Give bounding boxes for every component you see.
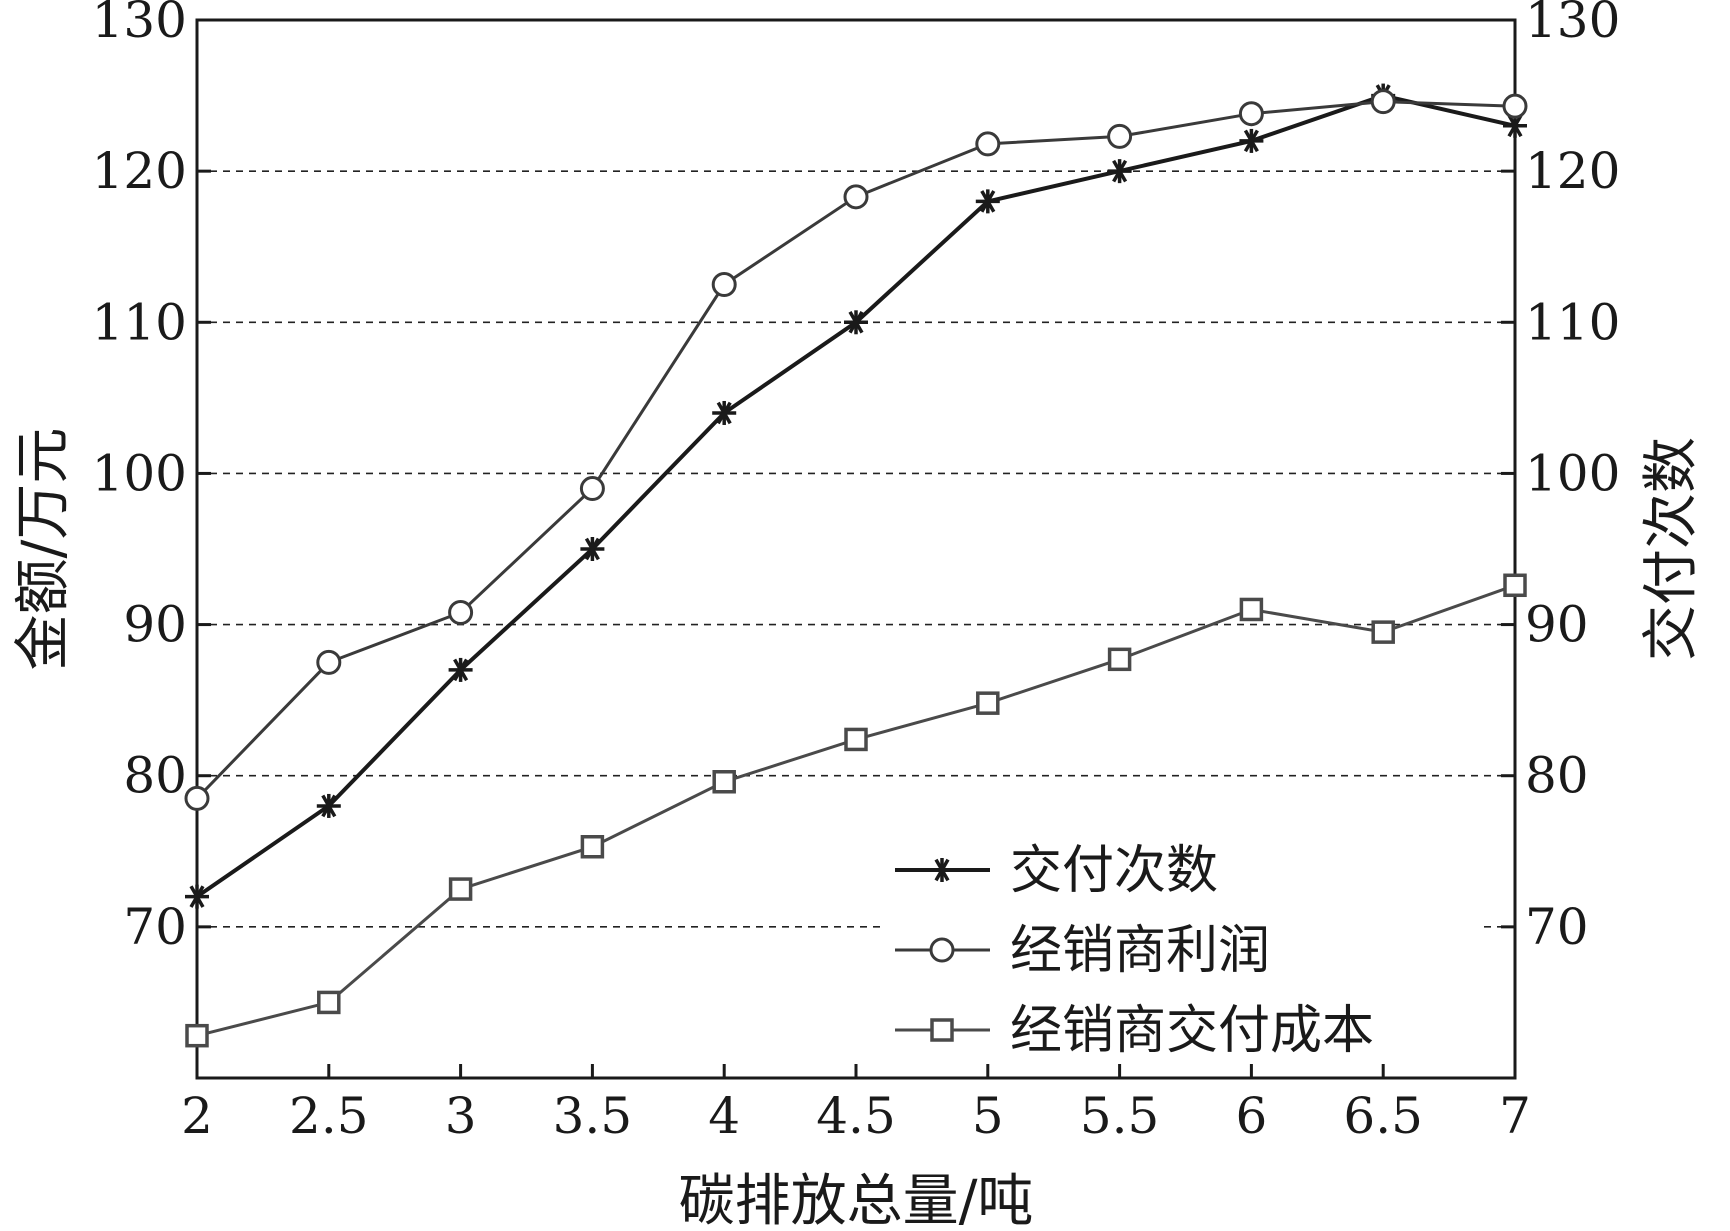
- data-point: [711, 272, 737, 297]
- data-point: [975, 189, 1000, 214]
- y-tick-label-right: 130: [1525, 0, 1620, 49]
- data-point: [579, 476, 605, 502]
- x-tick-label: 3: [445, 1087, 477, 1145]
- x-axis-title: 碳排放总量/吨: [679, 1169, 1034, 1231]
- data-point: [844, 727, 868, 752]
- data-point: [580, 835, 605, 859]
- x-tick-label: 2.5: [289, 1087, 369, 1145]
- x-tick-label: 5: [972, 1087, 1004, 1145]
- y-tick-label-right: 120: [1525, 142, 1620, 200]
- y-tick-label-right: 100: [1525, 444, 1620, 502]
- data-point: [843, 184, 869, 210]
- data-point: [1107, 159, 1132, 184]
- axis-ticks: 70 70 80 80 90 90 100 100 110 110 120 120 130 130 2 2.5…: [92, 0, 1621, 1145]
- series-2: [184, 89, 1528, 811]
- data-point: [1370, 89, 1396, 115]
- data-point: [1107, 123, 1133, 149]
- y-tick-label-left: 100: [92, 444, 187, 502]
- data-point: [1502, 93, 1528, 119]
- x-tick-label: 6: [1235, 1087, 1267, 1145]
- data-point: [712, 400, 737, 425]
- legend-marker: [930, 858, 954, 882]
- data-point: [1239, 128, 1264, 153]
- y-tick-label-right: 70: [1525, 898, 1589, 956]
- x-tick-label: 4: [708, 1087, 740, 1145]
- data-point: [844, 310, 868, 335]
- y-tick-label-left: 90: [123, 596, 187, 654]
- data-point: [185, 884, 209, 909]
- data-point: [712, 770, 736, 794]
- y-tick-label-left: 80: [123, 747, 187, 805]
- y-axis-title-left: 金额/万元: [11, 428, 76, 671]
- data-point: [448, 657, 473, 682]
- legend-label: 交付次数: [1010, 841, 1218, 901]
- data-point: [1371, 620, 1395, 644]
- x-tick-label: 5.5: [1080, 1087, 1160, 1145]
- data-point: [1239, 597, 1264, 622]
- data-point: [975, 131, 1001, 157]
- series-layer: [184, 83, 1528, 1048]
- y-tick-label-right: 90: [1525, 596, 1589, 654]
- x-tick-label: 6.5: [1343, 1087, 1423, 1145]
- data-point: [580, 537, 605, 561]
- y-tick-label-left: 110: [92, 293, 187, 351]
- data-point: [448, 877, 473, 901]
- data-point: [1503, 113, 1527, 138]
- y-tick-label-left: 70: [123, 898, 187, 956]
- legend-marker: [929, 937, 955, 963]
- data-point: [184, 785, 210, 811]
- data-point: [448, 599, 474, 625]
- data-point: [316, 649, 342, 675]
- legend-box: [880, 815, 1480, 1060]
- y-tick-label-left: 130: [92, 0, 187, 49]
- data-point: [1107, 647, 1132, 672]
- x-tick-label: 7: [1499, 1087, 1531, 1145]
- y-tick-label-left: 120: [92, 142, 187, 200]
- x-tick-label: 2: [181, 1087, 213, 1145]
- y-tick-label-right: 110: [1525, 293, 1620, 351]
- data-point: [316, 793, 341, 818]
- x-tick-label: 4.5: [816, 1087, 896, 1145]
- legend-label: 经销商交付成本: [1010, 1001, 1374, 1061]
- y-axis-title-right: 交付次数: [1639, 437, 1704, 661]
- data-point: [976, 691, 1000, 715]
- series-3: [185, 573, 1527, 1048]
- legend-label: 经销商利润: [1010, 921, 1270, 981]
- x-tick-label: 3.5: [553, 1087, 633, 1145]
- y-tick-label-right: 80: [1525, 747, 1589, 805]
- data-point: [185, 1023, 209, 1048]
- grid-lines: [197, 170, 1515, 928]
- data-point: [317, 990, 341, 1015]
- legend-marker: [930, 1018, 954, 1042]
- data-point: [1503, 573, 1527, 598]
- data-point: [1238, 101, 1264, 127]
